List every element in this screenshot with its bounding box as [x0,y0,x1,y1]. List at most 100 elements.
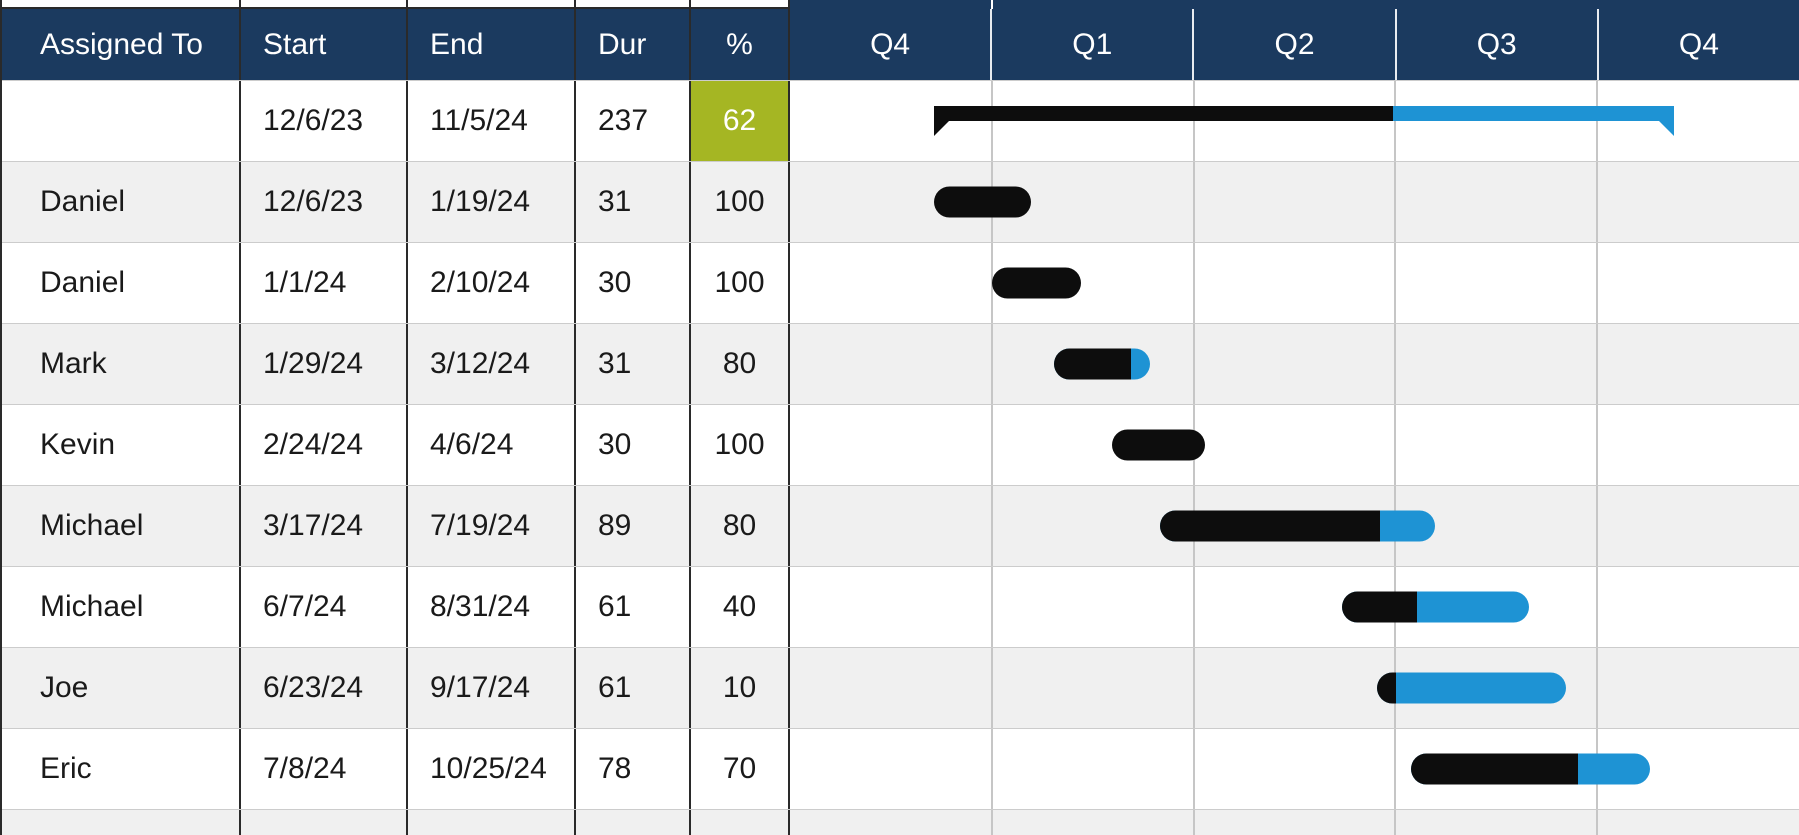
year-row-timeline [790,0,1799,9]
start-date-cell [241,810,408,835]
quarter-gridline [990,81,993,161]
quarter-gridline [1192,81,1195,161]
gantt-timeline-cell [790,243,1799,323]
header-duration: Dur [576,9,691,80]
quarter-header: Q3 [1397,9,1599,80]
task-bar[interactable] [1160,510,1435,542]
task-row: Mark 1/29/24 3/12/24 31 80 [2,323,1799,404]
assigned-to-cell[interactable]: Daniel [2,243,241,323]
task-bar[interactable] [1111,429,1205,461]
percent-complete-cell [691,810,790,835]
assigned-to-cell[interactable]: Eric [2,729,241,809]
header-percent-complete: % [691,9,790,80]
duration-cell[interactable]: 61 [576,567,691,647]
gantt-timeline-cell [790,324,1799,404]
assigned-to-cell[interactable]: Kevin [2,405,241,485]
quarter-gridline [1394,729,1397,809]
task-row: Eric 7/8/24 10/25/24 78 70 [2,728,1799,809]
percent-complete-cell[interactable]: 40 [691,567,790,647]
percent-complete-cell[interactable]: 62 [691,81,790,161]
year-row-table-spacer [2,0,241,9]
quarter-gridline [1192,810,1195,835]
assigned-to-cell[interactable]: Michael [2,567,241,647]
gantt-timeline-cell [790,567,1799,647]
task-row: 12/6/23 11/5/24 237 62 [2,80,1799,161]
end-date-cell[interactable]: 10/25/24 [408,729,576,809]
end-date-cell[interactable]: 8/31/24 [408,567,576,647]
end-date-cell[interactable]: 11/5/24 [408,81,576,161]
assigned-to-cell[interactable]: Michael [2,486,241,566]
end-date-cell[interactable]: 2/10/24 [408,243,576,323]
assigned-to-cell[interactable]: Daniel [2,162,241,242]
task-row: Daniel 1/1/24 2/10/24 30 100 [2,242,1799,323]
task-bar[interactable] [1054,348,1151,380]
task-row: Michael 3/17/24 7/19/24 89 80 [2,485,1799,566]
quarter-header: Q2 [1194,9,1397,80]
percent-complete-cell[interactable]: 10 [691,648,790,728]
task-row: Joe 6/23/24 9/17/24 61 10 [2,647,1799,728]
task-bar[interactable] [934,186,1032,218]
start-date-cell[interactable]: 1/29/24 [241,324,408,404]
year-row-table-spacer [241,0,408,9]
task-bar-complete [1054,348,1132,380]
duration-cell[interactable]: 31 [576,324,691,404]
percent-complete-cell[interactable]: 100 [691,243,790,323]
task-row: Kevin 2/24/24 4/6/24 30 100 [2,404,1799,485]
end-date-cell[interactable]: 7/19/24 [408,486,576,566]
task-bar-complete [1111,429,1205,461]
task-bar[interactable] [1341,591,1529,623]
quarter-gridline [1192,162,1195,242]
start-date-cell[interactable]: 3/17/24 [241,486,408,566]
duration-cell[interactable]: 78 [576,729,691,809]
duration-cell[interactable]: 30 [576,243,691,323]
gantt-timeline-cell [790,405,1799,485]
end-date-cell[interactable]: 3/12/24 [408,324,576,404]
start-date-cell[interactable]: 12/6/23 [241,162,408,242]
task-bar[interactable] [1410,753,1650,785]
assigned-to-cell[interactable]: Mark [2,324,241,404]
duration-cell[interactable]: 89 [576,486,691,566]
start-date-cell[interactable]: 12/6/23 [241,81,408,161]
duration-cell[interactable]: 30 [576,405,691,485]
assigned-to-cell[interactable] [2,81,241,161]
task-row: Michael 6/7/24 8/31/24 61 40 [2,566,1799,647]
quarter-header-band: Q4 Q1 Q2 Q3 Q4 [790,9,1799,80]
year-row-table-spacer [691,0,790,9]
task-bar-complete [1341,591,1417,623]
quarter-gridline [1596,324,1599,404]
duration-cell[interactable]: 237 [576,81,691,161]
percent-complete-cell[interactable]: 100 [691,405,790,485]
assigned-to-cell[interactable]: Joe [2,648,241,728]
quarter-gridline [1192,567,1195,647]
gantt-timeline-cell [790,729,1799,809]
start-date-cell[interactable]: 2/24/24 [241,405,408,485]
duration-cell[interactable]: 31 [576,162,691,242]
duration-cell[interactable]: 61 [576,648,691,728]
gantt-timeline-cell [790,81,1799,161]
end-date-cell[interactable]: 4/6/24 [408,405,576,485]
percent-complete-cell[interactable]: 80 [691,486,790,566]
task-bar[interactable] [1377,672,1566,704]
summary-bar[interactable] [934,106,1674,136]
quarter-gridline [1394,324,1397,404]
start-date-cell[interactable]: 6/23/24 [241,648,408,728]
percent-complete-cell[interactable]: 100 [691,162,790,242]
quarter-gridline [1192,324,1195,404]
year-row-table-spacer [408,0,576,9]
summary-start-cap [934,119,952,136]
percent-complete-cell[interactable]: 70 [691,729,790,809]
start-date-cell[interactable]: 6/7/24 [241,567,408,647]
end-date-cell[interactable]: 9/17/24 [408,648,576,728]
task-bar[interactable] [991,267,1081,299]
header-assigned-to: Assigned To [2,9,241,80]
gantt-timeline-cell [790,648,1799,728]
header-row: Assigned To Start End Dur % Q4 Q1 Q2 Q3 … [2,9,1799,80]
partial-row [2,809,1799,835]
percent-complete-cell[interactable]: 80 [691,324,790,404]
start-date-cell[interactable]: 7/8/24 [241,729,408,809]
header-start: Start [241,9,408,80]
end-date-cell[interactable]: 1/19/24 [408,162,576,242]
start-date-cell[interactable]: 1/1/24 [241,243,408,323]
gantt-timeline-cell [790,810,1799,835]
